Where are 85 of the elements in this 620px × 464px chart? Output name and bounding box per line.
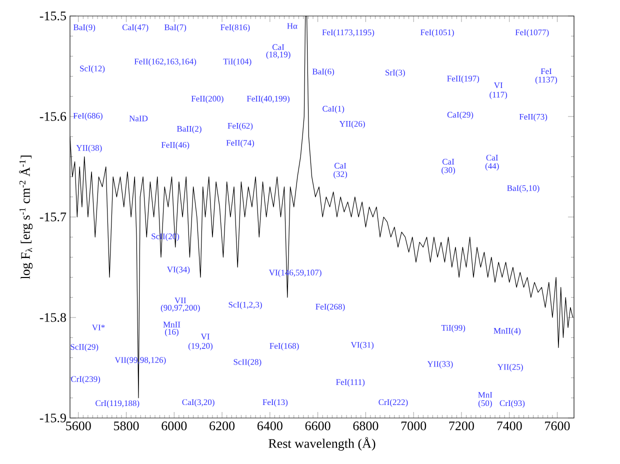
y-tick-label: -15.7 [40, 212, 66, 222]
x-tick-label: 6000 [162, 422, 187, 430]
annotation: (1137) [535, 76, 558, 84]
x-axis-title: Rest wavelength (Å) [268, 437, 376, 451]
annotation: MnII [163, 322, 180, 328]
annotation: FeII(46) [161, 142, 190, 150]
annotation: (44) [485, 162, 499, 171]
x-tick-label: 6400 [257, 422, 282, 430]
annotation: VII [174, 298, 186, 304]
annotation: NaID [129, 116, 148, 122]
annotation: FeI(111) [336, 378, 365, 387]
annotation: FeI(1051) [420, 29, 454, 37]
annotation: CaI(1) [322, 106, 344, 114]
annotation: CrI(93) [500, 400, 525, 408]
annotation: CaI(47) [122, 24, 148, 32]
annotation: BaI(7) [164, 24, 186, 32]
annotation: YII(25) [497, 364, 523, 372]
annotation: CrI(119,188) [96, 400, 140, 408]
annotation: FeI(1173,1195) [322, 29, 374, 37]
x-tick-label: 5600 [66, 422, 91, 430]
annotation: VI* [92, 324, 105, 330]
annotation: VI(34) [166, 266, 190, 274]
annotation: FeII(74) [226, 140, 254, 148]
y-tick-label: -15.9 [40, 414, 66, 422]
x-tick-label: 7200 [449, 422, 474, 430]
annotation: VI [494, 82, 503, 88]
annotation: ScI(1,2,3) [228, 302, 262, 310]
annotation: ScII(28) [234, 358, 262, 367]
annotation: CaI(3,20) [182, 399, 214, 407]
annotation: FeI(686) [73, 112, 102, 120]
annotation: (117) [490, 92, 508, 100]
x-tick-label: 7000 [401, 422, 426, 430]
annotation: YII(33) [427, 360, 453, 369]
annotation: TiI(104) [223, 58, 252, 66]
x-tick-label: 5800 [114, 422, 139, 430]
annotation: FeI [540, 68, 552, 74]
annotation: CrI(222) [378, 399, 408, 407]
annotation: FeII(197) [447, 75, 480, 84]
annotation: ScII(29) [70, 344, 98, 352]
annotation: (30) [442, 166, 456, 175]
y-tick-label: -15.6 [40, 112, 66, 121]
annotation: BaI(9) [74, 24, 96, 32]
x-tick-label: 6200 [210, 422, 235, 430]
annotation: SrI(3) [386, 69, 405, 78]
text: log F$_{λ}$ [erg s$^{-1}$ cm$^{-2}$ Å$^{-1}$] [19, 156, 33, 280]
annotation: CaI [272, 44, 284, 50]
annotation: VI [200, 334, 210, 340]
annotation: BaII(2) [176, 126, 202, 134]
annotation: FeII(73) [519, 114, 548, 122]
x-tick-label: 6600 [305, 422, 330, 430]
annotation: FeI(13) [262, 399, 288, 407]
annotation: CaI [334, 162, 346, 169]
x-tick-label: 7600 [545, 422, 570, 430]
annotation: YII(38) [76, 144, 102, 153]
y-tick-label: -15.5 [40, 12, 66, 20]
annotation: MnII(4) [494, 328, 521, 336]
annotation: FeI(268) [316, 304, 345, 312]
annotation: (19,20) [188, 342, 213, 350]
annotation: FeI(62) [228, 122, 253, 130]
annotation: FeI(1077) [515, 29, 549, 37]
annotation: ScI(12) [80, 65, 105, 74]
annotation: BaI(6) [312, 68, 334, 76]
annotation: TiI(99) [441, 324, 466, 332]
annotation: (50) [478, 400, 492, 408]
annotation: YII(26) [339, 120, 365, 128]
annotation: FeII(162,163,164) [134, 58, 196, 66]
annotation: FeII(200) [191, 96, 224, 104]
annotation: (18,19) [266, 51, 290, 60]
annotation: MnI [478, 392, 492, 398]
annotation: (16) [165, 328, 178, 336]
annotation: CrI(239) [71, 376, 100, 384]
annotation: Hα [287, 23, 298, 29]
x-tick-label: 7400 [497, 422, 522, 430]
annotation: CaI [486, 154, 498, 161]
annotation: CaI [442, 158, 454, 165]
annotation: (32) [334, 170, 348, 179]
y-tick-label: -15.8 [40, 313, 66, 322]
annotation: FeI(816) [220, 24, 250, 32]
annotation: VI(31) [350, 342, 374, 350]
x-tick-label: 6800 [353, 422, 378, 430]
annotation: FeI(168) [270, 342, 299, 350]
annotation: CaI(29) [447, 112, 474, 120]
annotation: (90,97,200) [160, 304, 200, 312]
annotation: BaI(5,10) [507, 185, 540, 193]
annotation: FeII(40,199) [246, 96, 290, 104]
